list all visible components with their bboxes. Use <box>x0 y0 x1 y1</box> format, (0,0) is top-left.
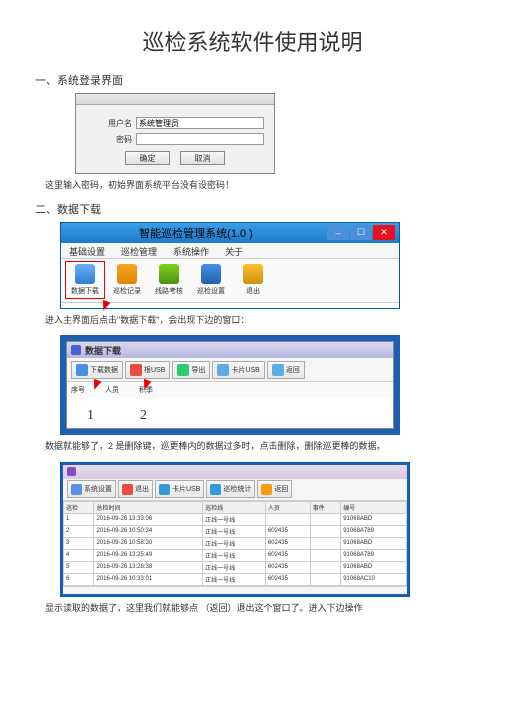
table-row[interactable]: 52016-09-26 13:28:38正线一号线60243591068ABD <box>64 561 407 573</box>
data-table: 巡检总检时间巡检线人员事件编号 12016-09-26 13:33:06正线一号… <box>63 501 407 586</box>
main-titlebar: 智能巡检管理系统(1.0 ) – ☐ ✕ <box>61 223 399 243</box>
password-field[interactable] <box>136 133 264 145</box>
dl-app-icon <box>71 345 81 355</box>
tb-record[interactable]: 巡检记录 <box>107 261 147 299</box>
page-title: 巡检系统软件使用说明 <box>35 25 470 57</box>
dt-btn-back[interactable]: 返回 <box>257 480 292 498</box>
data-app-icon <box>67 467 76 476</box>
main-toolbar: 数据下载 巡检记录 线路考核 巡检设置 退出 <box>61 259 399 303</box>
back-icon <box>272 364 284 376</box>
tb-settings[interactable]: 巡检设置 <box>191 261 231 299</box>
card-icon <box>217 364 229 376</box>
settings-icon <box>201 264 221 284</box>
menu-item-about[interactable]: 关于 <box>217 243 251 258</box>
dl-titlebar: 数据下载 <box>67 342 393 358</box>
section-1-heading: 一、系统登录界面 <box>35 72 470 88</box>
close-button[interactable]: ✕ <box>373 225 395 240</box>
download-window: 数据下载 下载数据 根USB 导出 卡片USB 返回 序号人员积季 1 2 <box>60 335 400 435</box>
dl-filter: 序号人员积季 <box>67 382 393 398</box>
dl-body: 1 2 <box>67 398 393 428</box>
table-row[interactable]: 42016-09-26 13:25:49正线一号线60243591068A789 <box>64 549 407 561</box>
dt-btn-stats[interactable]: 巡检统计 <box>206 480 255 498</box>
card-icon <box>159 484 170 495</box>
record-icon <box>117 264 137 284</box>
dt-btn-settings[interactable]: 系统设置 <box>67 480 116 498</box>
password-label: 密码 <box>86 134 136 145</box>
dl-btn-delete[interactable]: 根USB <box>125 361 170 379</box>
data-toolbar: 系统设置 退出 卡片USB 巡检统计 返回 <box>63 479 407 501</box>
route-icon <box>159 264 179 284</box>
table-row[interactable]: 62016-09-26 10:33:01正线一号线60243591068AC10 <box>64 573 407 585</box>
dl-btn-export[interactable]: 导出 <box>172 361 210 379</box>
stats-icon <box>210 484 221 495</box>
settings-icon <box>71 484 82 495</box>
exit-icon <box>122 484 133 495</box>
section-2-heading: 二、数据下载 <box>35 201 470 217</box>
table-row[interactable]: 12016-09-26 13:33:06正线一号线91068ABD <box>64 513 407 525</box>
back-icon <box>261 484 272 495</box>
section-2-text2: 数据就能够了，2 是删除键，巡更棒内的数据过多时，点击删除，删除巡更棒的数据。 <box>45 440 470 454</box>
data-footer <box>63 586 407 594</box>
menu-item-basic[interactable]: 基础设置 <box>61 243 113 258</box>
table-row[interactable]: 22016-09-26 10:50:34正线一号线60243591068A789 <box>64 525 407 537</box>
col-header: 巡检线 <box>203 501 266 513</box>
dl-toolbar: 下载数据 根USB 导出 卡片USB 返回 <box>67 358 393 382</box>
col-header: 人员 <box>265 501 310 513</box>
col-header: 编号 <box>341 501 407 513</box>
maximize-button[interactable]: ☐ <box>350 225 372 240</box>
dl-btn-card[interactable]: 卡片USB <box>212 361 264 379</box>
col-header: 总检时间 <box>94 501 203 513</box>
col-header: 巡检 <box>64 501 94 513</box>
dt-btn-card[interactable]: 卡片USB <box>155 480 204 498</box>
login-titlebar <box>76 94 274 105</box>
section-2-text1: 进入主界面后点击"数据下载"，会出现下边的窗口： <box>45 314 470 328</box>
download-icon <box>75 264 95 284</box>
tb-download[interactable]: 数据下载 <box>65 261 105 299</box>
tb-exit[interactable]: 退出 <box>233 261 273 299</box>
red-arrow-1 <box>100 299 111 311</box>
dl-btn-download[interactable]: 下载数据 <box>71 361 123 379</box>
tb-route[interactable]: 线路考核 <box>149 261 189 299</box>
delete-icon <box>130 364 142 376</box>
col-header: 事件 <box>310 501 340 513</box>
annot-2: 2 <box>140 408 147 424</box>
table-row[interactable]: 32016-09-26 10:58:30正线一号线60243591068ABD <box>64 537 407 549</box>
section-1-text: 这里输入密码，初始界面系统平台没有设密码！ <box>45 179 470 193</box>
data-window: 系统设置 退出 卡片USB 巡检统计 返回 巡检总检时间巡检线人员事件编号 12… <box>60 462 410 597</box>
data-titlebar <box>63 465 407 479</box>
download-data-icon <box>76 364 88 376</box>
login-window: 用户名 密码 确定 取消 <box>75 93 275 174</box>
dl-btn-back[interactable]: 返回 <box>267 361 305 379</box>
annot-1: 1 <box>87 408 94 424</box>
username-field[interactable] <box>136 117 264 129</box>
menu-item-patrol[interactable]: 巡检管理 <box>113 243 165 258</box>
export-icon <box>177 364 189 376</box>
login-cancel-button[interactable]: 取消 <box>180 151 225 165</box>
main-menu: 基础设置 巡检管理 系统操作 关于 <box>61 243 399 259</box>
main-window: 智能巡检管理系统(1.0 ) – ☐ ✕ 基础设置 巡检管理 系统操作 关于 数… <box>60 222 400 309</box>
username-label: 用户名 <box>86 118 136 129</box>
menu-item-system[interactable]: 系统操作 <box>165 243 217 258</box>
dt-btn-exit[interactable]: 退出 <box>118 480 153 498</box>
dl-title: 数据下载 <box>85 344 121 357</box>
exit-icon <box>243 264 263 284</box>
login-ok-button[interactable]: 确定 <box>125 151 170 165</box>
minimize-button[interactable]: – <box>327 225 349 240</box>
section-2-text3: 显示读取的数据了，这里我们就能够点 （返回）退出这个窗口了。进入下边操作 <box>45 602 470 616</box>
main-title: 智能巡检管理系统(1.0 ) <box>65 225 327 241</box>
